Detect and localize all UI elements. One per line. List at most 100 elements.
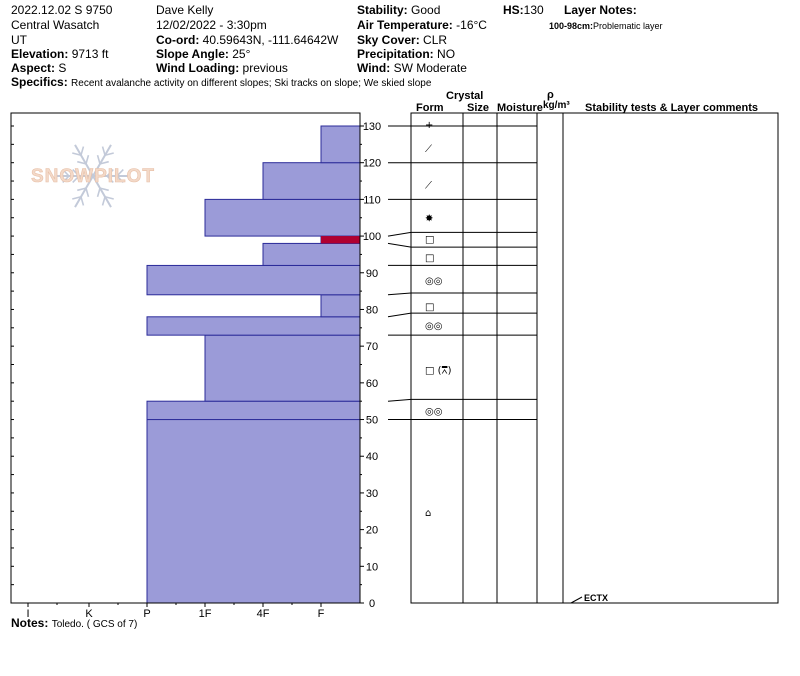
layer-notes-title: Layer Notes:: [564, 3, 637, 17]
x-axis: I K P 1F 4F F: [26, 603, 325, 620]
aspect-value: S: [58, 61, 67, 75]
y-tick-label: 40: [366, 451, 378, 463]
y-tick-label: 130: [363, 121, 381, 133]
comments-frame: [562, 112, 779, 604]
snowflake-arm: [74, 144, 94, 177]
snowflake-branch: [116, 168, 124, 177]
grain-form-symbol: ◎◎: [425, 276, 442, 287]
slope-value: 25°: [232, 47, 251, 61]
snowflake-branch: [72, 152, 82, 156]
grain-form-symbol: □: [425, 235, 434, 246]
coord-value: 40.59643N, -111.64642W: [202, 33, 339, 47]
notes-label: Notes:: [11, 616, 49, 630]
rho-header: ρ: [547, 89, 554, 101]
slope-label: Slope Angle:: [156, 47, 229, 61]
hardness-frame: [10, 112, 361, 604]
density-header: kg/m³: [543, 100, 570, 111]
sky-value: CLR: [423, 33, 448, 47]
snowflake-branch: [116, 175, 124, 184]
layer-lines: [387, 125, 537, 421]
hs-value: 130: [523, 3, 544, 17]
snowflake-branch: [106, 168, 114, 177]
snowflake-branch: [72, 175, 80, 184]
snowflake-arm: [74, 175, 94, 208]
notes-value: Toledo. ( GCS of 7): [51, 619, 138, 630]
snowflake-branch: [62, 175, 70, 184]
problem-layer-bar: [321, 236, 360, 244]
y-tick-label: 80: [366, 304, 378, 316]
sky-label: Sky Cover:: [357, 33, 420, 47]
hardness-bar: [262, 242, 361, 266]
observer: Dave Kelly: [156, 3, 214, 17]
x-tick-label: P: [143, 608, 150, 620]
air-temp-label: Air Temperature:: [357, 18, 453, 32]
hardness-bar: [204, 334, 361, 402]
grain-form-symbol: ◎◎: [425, 321, 442, 332]
snowflake-branch: [72, 168, 80, 177]
wind-loading: Wind Loading: previous: [156, 61, 288, 75]
data-frame: [410, 112, 564, 604]
y-axis: 0 10 20 30 40 50 60 70 80 90 100 110 120 130: [360, 121, 381, 610]
snow-height: HS:130: [503, 3, 544, 17]
wind: Wind: SW Moderate: [357, 61, 467, 75]
range-name: Central Wasatch: [11, 18, 100, 32]
sky-cover: Sky Cover: CLR: [357, 33, 447, 47]
hardness-bar: [146, 400, 361, 421]
precip-value: NO: [437, 47, 456, 61]
snowpilot-watermark: SNOWPILOT: [31, 144, 154, 208]
test-label: ECTX: [584, 593, 608, 603]
snowflake-branch: [85, 154, 90, 165]
y-tick-label: 0: [369, 598, 375, 610]
snowflake-branch: [99, 187, 109, 192]
y-tick-label: 60: [366, 378, 378, 390]
grain-form-symbol: ⟋: [425, 181, 432, 192]
snowflake-branch: [85, 187, 90, 198]
y-tick-label: 70: [366, 341, 378, 353]
layer-connector: [387, 398, 412, 402]
y-tick-label: 30: [366, 488, 378, 500]
snowflake-arm: [92, 144, 112, 177]
y-tick-label: 100: [363, 231, 381, 243]
specifics-label: Specifics:: [11, 75, 68, 89]
grain-form-symbol: ✸: [425, 214, 433, 225]
size-header: Size: [467, 102, 490, 114]
air-temperature: Air Temperature: -16°C: [357, 18, 487, 32]
elevation: Elevation: 9713 ft: [11, 47, 108, 61]
hardness-bar: [262, 162, 361, 200]
grain-form-symbol: □: [425, 302, 434, 313]
x-tick-label: F: [318, 608, 325, 620]
crystal-header: Crystal: [446, 90, 484, 102]
layer-connector: [387, 242, 412, 248]
snowflake-branch: [62, 168, 70, 177]
wind-label: Wind:: [357, 61, 391, 75]
layer-connector: [387, 292, 412, 296]
hardness-bar: [320, 294, 361, 318]
moisture-header: Moisture: [497, 102, 543, 114]
snowflake-branch: [106, 175, 114, 184]
datetime: 12/02/2022 - 3:30pm: [156, 18, 267, 32]
chart-frames: [10, 112, 779, 604]
hardness-bar: [146, 316, 361, 336]
y-tick-label: 10: [366, 561, 378, 573]
snowflake-branch: [101, 146, 106, 156]
aspect: Aspect: S: [11, 61, 66, 75]
hardness-bar: [146, 264, 361, 296]
snowflake-branch: [77, 160, 87, 165]
x-tick-label: 1F: [199, 608, 212, 620]
wind-value: SW Moderate: [393, 61, 467, 75]
form-header: Form: [416, 102, 444, 114]
snowflake-branch: [77, 187, 87, 192]
precipitation: Precipitation: NO: [357, 47, 455, 61]
wind-loading-label: Wind Loading:: [156, 61, 240, 75]
grain-form-symbol: □ (⩞): [425, 365, 452, 376]
state-name: UT: [11, 33, 27, 47]
x-tick-label: I: [26, 608, 29, 620]
grain-form-symbol: ⟋: [425, 144, 432, 155]
y-tick-label: 120: [363, 158, 381, 170]
layer-note-text: Problematic layer: [593, 21, 663, 31]
grain-form-symbol: ⌂: [425, 508, 431, 519]
grain-form-symbol: ◎◎: [425, 407, 442, 418]
snowflake-branch: [72, 196, 82, 200]
layer-note: 100-98cm:Problematic layer: [549, 19, 663, 33]
precip-label: Precipitation:: [357, 47, 434, 61]
